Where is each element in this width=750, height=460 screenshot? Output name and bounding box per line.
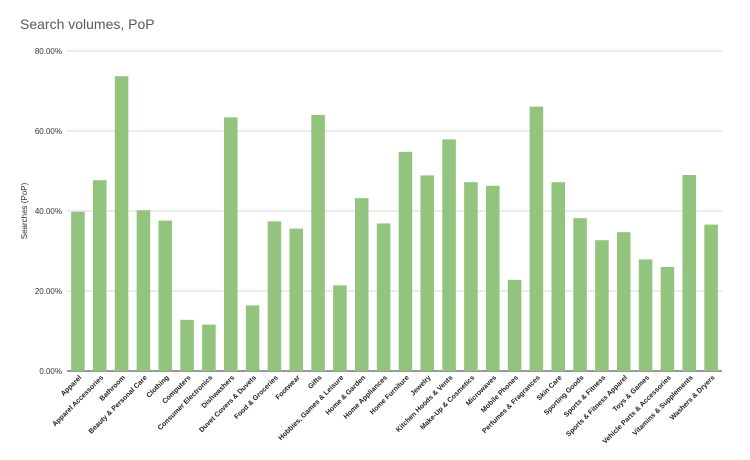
- bar: [485, 185, 500, 371]
- bar: [638, 259, 653, 371]
- y-tick-label: 0.00%: [39, 367, 62, 376]
- y-tick-label: 80.00%: [35, 47, 62, 56]
- bar: [507, 279, 522, 371]
- x-tick-label: Washers & Dryers: [669, 374, 716, 421]
- bar: [464, 182, 478, 371]
- bar: [71, 211, 85, 371]
- x-tick-label: Footwear: [275, 374, 302, 401]
- bar: [92, 180, 107, 371]
- y-tick-label: 40.00%: [35, 207, 62, 216]
- x-tick-label: Home & Garden: [325, 374, 367, 416]
- y-tick-label: 60.00%: [35, 127, 62, 136]
- bar: [420, 175, 435, 371]
- y-axis-label: Searches (PoP): [20, 182, 29, 239]
- bar: [223, 117, 238, 372]
- bar: [616, 232, 631, 371]
- bar: [573, 218, 587, 371]
- bar: [180, 319, 194, 371]
- x-tick-label: Sporting Goods: [543, 374, 585, 416]
- bar: [704, 224, 718, 371]
- bar: [267, 221, 282, 371]
- bar: [398, 151, 413, 371]
- bar: [660, 267, 675, 371]
- bar: [245, 305, 260, 371]
- bar: [333, 285, 347, 371]
- bar: [289, 228, 304, 371]
- bar: [442, 139, 456, 371]
- bar: [354, 198, 369, 371]
- bar: [595, 240, 609, 371]
- x-tick-label: Gifts: [307, 374, 323, 390]
- bar: [114, 76, 129, 371]
- bar: [158, 220, 173, 371]
- bar: [136, 210, 151, 371]
- bar: [529, 106, 544, 371]
- bar: [376, 223, 391, 371]
- bar: [311, 115, 325, 371]
- y-tick-label: 20.00%: [35, 287, 62, 296]
- bar: [551, 182, 566, 371]
- bar: [202, 324, 216, 371]
- chart-title: Search volumes, PoP: [20, 16, 155, 32]
- bar: [682, 175, 697, 371]
- x-tick-label: Home Furniture: [369, 374, 411, 416]
- x-tick-label: Food & Groceries: [233, 374, 280, 421]
